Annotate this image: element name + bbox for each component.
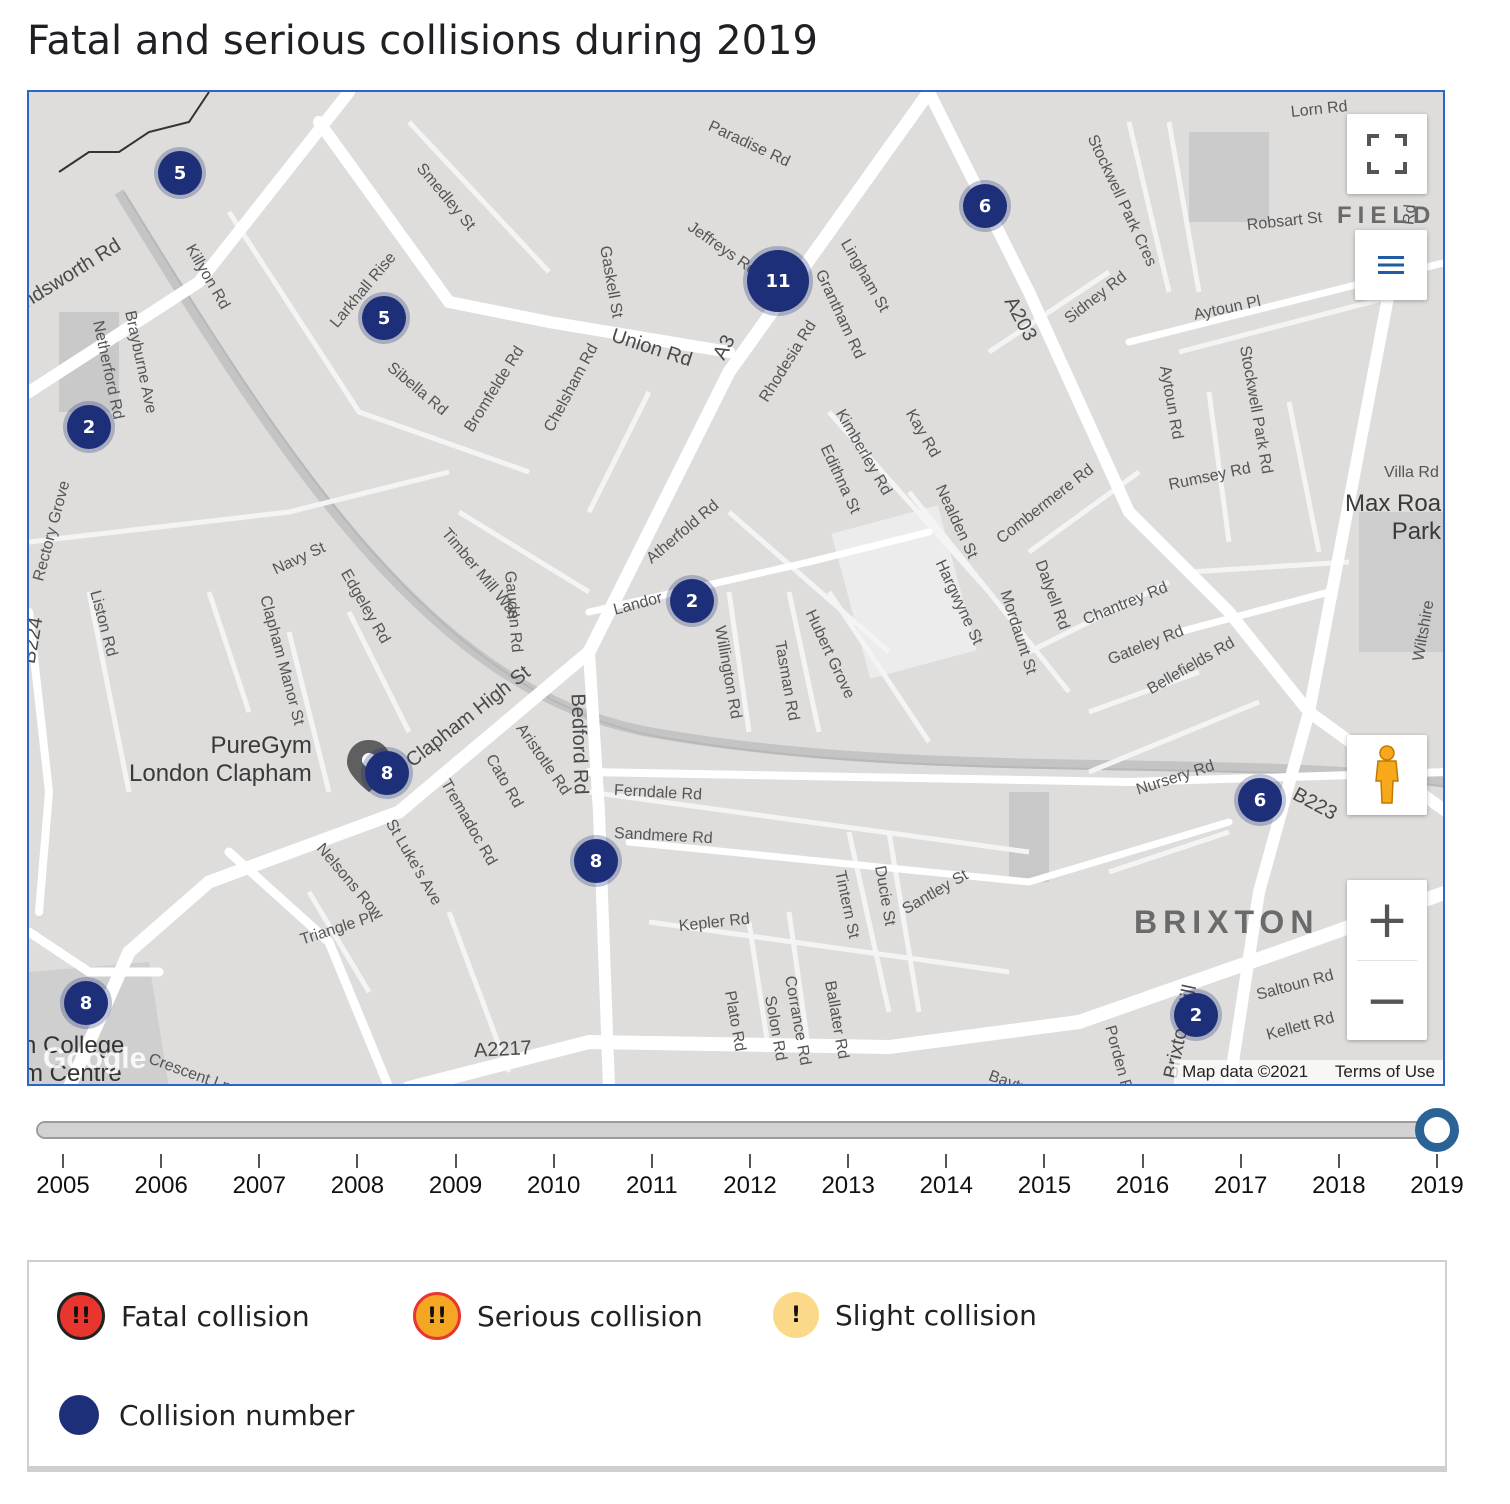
year-tick-label[interactable]: 2005 — [36, 1172, 90, 1199]
year-tick — [160, 1154, 163, 1168]
legend-label: Slight collision — [835, 1298, 1037, 1332]
year-tick-label[interactable]: 2015 — [1017, 1172, 1072, 1199]
place-label-text: PureGym London Clapham — [129, 732, 312, 787]
year-tick-label[interactable]: 2011 — [626, 1172, 678, 1199]
cluster-marker[interactable]: 5 — [158, 151, 202, 195]
zoom-out-button[interactable]: − — [1365, 970, 1409, 1031]
year-slider-track[interactable] — [36, 1121, 1446, 1139]
year-tick — [356, 1154, 359, 1168]
map-data-text: Map data ©2021 — [1182, 1062, 1309, 1081]
cluster-marker[interactable]: 8 — [574, 839, 618, 883]
year-slider-handle[interactable] — [1415, 1108, 1459, 1152]
zoom-divider — [1357, 960, 1417, 961]
year-tick-label[interactable]: 2019 — [1410, 1172, 1464, 1199]
page-title: Fatal and serious collisions during 2019 — [27, 18, 818, 64]
fullscreen-button[interactable] — [1347, 114, 1427, 194]
cluster-marker[interactable]: 11 — [747, 250, 809, 312]
area-label: BRIXTON — [1134, 904, 1320, 940]
pegman-icon — [1375, 745, 1399, 804]
road-label: Villa Rd — [1384, 464, 1439, 481]
year-tick-label[interactable]: 2008 — [330, 1172, 385, 1199]
year-tick — [1043, 1154, 1046, 1168]
legend: !! Fatal collision !! Serious collision … — [27, 1260, 1447, 1472]
serious-collision-glyph: !! — [426, 1303, 448, 1329]
legend-label: Collision number — [119, 1398, 355, 1432]
cluster-marker[interactable]: 6 — [963, 184, 1007, 228]
year-tick — [847, 1154, 850, 1168]
fullscreen-icon — [1367, 134, 1407, 174]
year-tick — [749, 1154, 751, 1168]
legend-item-fatal: !! Fatal collision — [57, 1292, 310, 1340]
legend-item-serious: !! Serious collision — [413, 1292, 703, 1340]
layers-menu-button[interactable] — [1355, 230, 1427, 300]
place-label: Max Roa Park — [1345, 490, 1441, 546]
google-logo: Google — [43, 1042, 147, 1075]
menu-icon — [1378, 256, 1404, 274]
year-tick-label[interactable]: 2006 — [134, 1172, 188, 1199]
serious-collision-icon: !! — [413, 1292, 461, 1340]
legend-label: Serious collision — [477, 1299, 703, 1333]
cluster-marker[interactable]: 8 — [64, 981, 108, 1025]
place-label: PureGym London Clapham — [129, 732, 312, 788]
street-view-pegman[interactable] — [1347, 735, 1427, 815]
zoom-in-button[interactable]: + — [1365, 890, 1409, 950]
year-tick — [258, 1154, 261, 1168]
year-tick-label[interactable]: 2014 — [919, 1172, 973, 1199]
slight-collision-glyph: ! — [790, 1302, 802, 1328]
map-roads — [29, 92, 1443, 1084]
year-tick-label[interactable]: 2016 — [1115, 1172, 1170, 1199]
year-tick — [1239, 1154, 1242, 1168]
year-tick-label[interactable]: 2012 — [723, 1172, 777, 1199]
year-tick — [650, 1154, 653, 1168]
fatal-collision-glyph: !! — [70, 1303, 92, 1329]
year-tick — [1141, 1154, 1144, 1168]
slight-collision-icon: ! — [773, 1292, 819, 1338]
place-label-text: Max Roa Park — [1345, 490, 1442, 545]
legend-item-number: Collision number — [59, 1395, 354, 1435]
road-label: Bedford Rd — [566, 693, 593, 795]
year-tick — [1337, 1154, 1340, 1168]
place-label-text: n College m Centre — [29, 1032, 125, 1086]
cluster-marker[interactable]: 5 — [362, 296, 406, 340]
year-tick — [62, 1154, 64, 1168]
cluster-marker[interactable]: 8 — [365, 751, 409, 795]
terms-of-use-link[interactable]: Terms of Use — [1334, 1062, 1435, 1081]
cluster-marker[interactable]: 2 — [1174, 993, 1218, 1037]
zoom-control: + − — [1347, 880, 1427, 1040]
year-tick-label[interactable]: 2018 — [1312, 1172, 1366, 1199]
map-attribution: Map data ©2021 Terms of Use — [1174, 1060, 1443, 1084]
cluster-marker[interactable]: 6 — [1238, 778, 1282, 822]
year-tick-label[interactable]: 2007 — [232, 1172, 286, 1199]
cluster-marker[interactable]: 2 — [670, 579, 714, 623]
year-tick — [454, 1154, 457, 1168]
year-tick — [552, 1154, 555, 1168]
year-tick-label[interactable]: 2013 — [821, 1172, 875, 1199]
legend-label: Fatal collision — [121, 1299, 310, 1333]
cluster-marker[interactable]: 2 — [67, 405, 111, 449]
fatal-collision-icon: !! — [57, 1292, 105, 1340]
year-tick-label[interactable]: 2010 — [527, 1172, 581, 1199]
map-container[interactable]: Union Rd A3 A203 Clapham High St Bedford… — [27, 90, 1445, 1086]
collision-number-icon — [59, 1395, 99, 1435]
year-tick — [945, 1154, 948, 1168]
place-label: n College m Centre — [29, 1032, 125, 1086]
legend-item-slight: ! Slight collision — [773, 1292, 1037, 1338]
year-tick — [1436, 1154, 1438, 1168]
area-label: FIELD — [1337, 202, 1437, 229]
road-label: A2217 — [473, 1036, 533, 1062]
year-tick-label[interactable]: 2017 — [1214, 1172, 1268, 1199]
year-tick-label[interactable]: 2009 — [428, 1172, 483, 1199]
year-slider-fill — [38, 1123, 1444, 1137]
